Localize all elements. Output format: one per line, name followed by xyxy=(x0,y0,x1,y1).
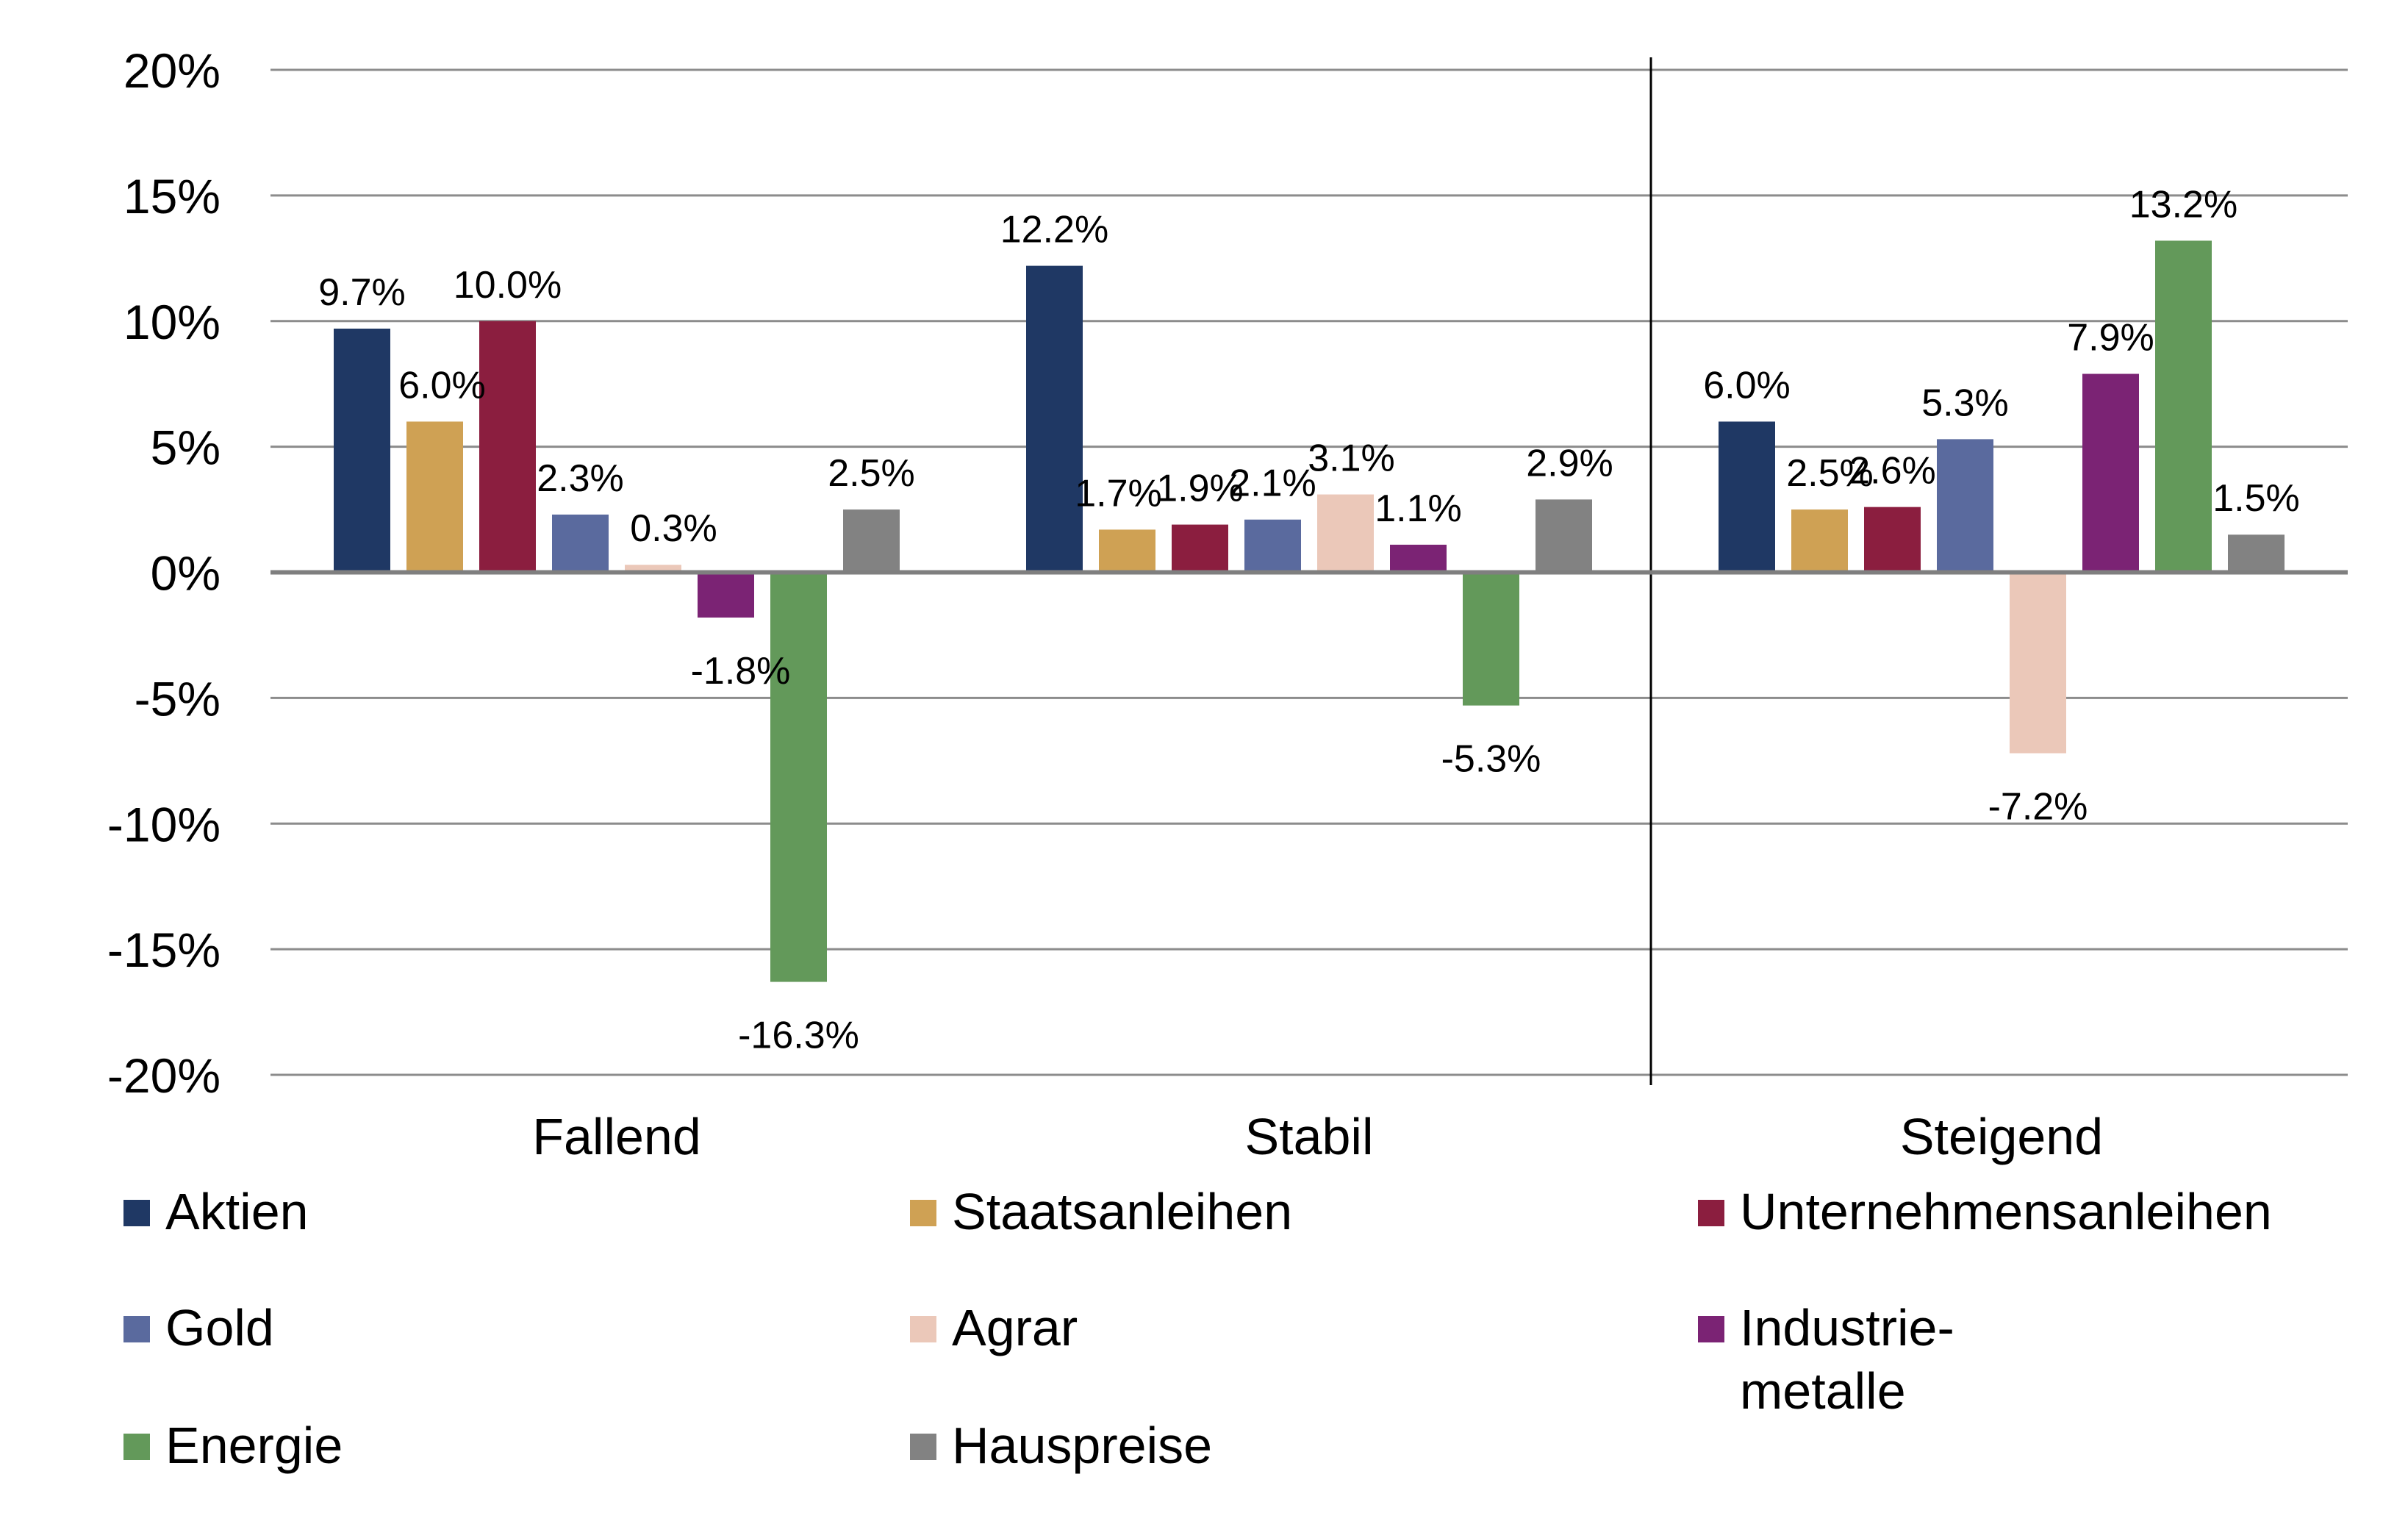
bar xyxy=(1791,509,1848,573)
data-label: 2.5% xyxy=(828,452,915,495)
legend-label: Aktien xyxy=(165,1183,309,1240)
legend-item: Agrar xyxy=(910,1299,1078,1356)
bar xyxy=(406,421,463,573)
legend-label: Industrie-metalle xyxy=(1740,1299,1954,1420)
legend-swatch xyxy=(910,1316,936,1342)
legend-item: Staatsanleihen xyxy=(910,1183,1292,1240)
legend-swatch xyxy=(910,1434,936,1460)
x-category-label: Fallend xyxy=(532,1108,701,1165)
data-label: 2.6% xyxy=(1849,450,1936,493)
legend-label: Hauspreise xyxy=(952,1417,1212,1474)
bar xyxy=(479,321,536,573)
legend-swatch xyxy=(123,1434,150,1460)
y-tick-label: 15% xyxy=(123,169,221,223)
bar xyxy=(698,572,754,618)
data-label: 6.0% xyxy=(398,364,486,407)
legend-label: Unternehmensanleihen xyxy=(1740,1183,2272,1240)
data-label: 12.2% xyxy=(1000,209,1108,251)
bar xyxy=(2010,572,2066,754)
data-label: 7.9% xyxy=(2067,317,2154,360)
y-tick-label: -15% xyxy=(107,923,221,977)
y-tick-label: -5% xyxy=(135,671,221,726)
bar xyxy=(1172,524,1228,573)
data-label: 1.7% xyxy=(1075,472,1162,515)
y-tick-label: 20% xyxy=(123,43,221,98)
y-tick-label: 0% xyxy=(151,546,221,601)
legend-item: Hauspreise xyxy=(910,1417,1212,1474)
legend-item: Industrie-metalle xyxy=(1698,1299,1954,1420)
bar xyxy=(1937,439,1993,573)
legend: Aktien Staatsanleihen Unternehmensanleihen… xyxy=(123,1183,2272,1474)
bar xyxy=(770,572,827,982)
legend-label: Staatsanleihen xyxy=(952,1183,1292,1240)
data-label: 0.3% xyxy=(630,507,717,550)
legend-swatch xyxy=(1698,1200,1724,1226)
bar xyxy=(334,329,390,573)
data-label: 2.1% xyxy=(1229,462,1316,505)
legend-item: Gold xyxy=(123,1299,274,1356)
data-label: 2.3% xyxy=(537,457,624,500)
bar xyxy=(1463,572,1519,706)
bar xyxy=(1099,529,1155,573)
legend-item: Energie xyxy=(123,1417,343,1474)
bar xyxy=(1026,265,1083,573)
data-label: 2.9% xyxy=(1526,442,1613,484)
bar xyxy=(1390,544,1447,573)
data-label: 9.7% xyxy=(318,271,406,314)
bar xyxy=(625,565,681,573)
y-tick-label: -10% xyxy=(107,797,221,851)
y-axis-tick-labels: 20% 15% 10% 5% 0% -5% -10% -15% -20% xyxy=(107,43,221,1103)
data-label: 3.1% xyxy=(1308,437,1395,480)
data-labels: 9.7% 6.0% 10.0% 2.3%0.3% -1.8% -16.3% 2.5% 12.2… xyxy=(318,183,2300,1056)
bar xyxy=(552,514,609,573)
legend-item: Aktien xyxy=(123,1183,309,1240)
data-label: 6.0% xyxy=(1703,364,1791,407)
y-tick-label: 5% xyxy=(151,421,221,475)
legend-item: Unternehmensanleihen xyxy=(1698,1183,2272,1240)
data-label: 1.5% xyxy=(2212,477,2300,520)
y-tick-label: 10% xyxy=(123,295,221,349)
bar xyxy=(2228,534,2285,573)
data-label: -16.3% xyxy=(738,1015,859,1057)
data-label: 1.1% xyxy=(1375,487,1462,530)
legend-label: Energie xyxy=(165,1417,343,1474)
data-label: 2.5% xyxy=(1786,452,1874,495)
legend-label: Agrar xyxy=(952,1299,1078,1356)
bar xyxy=(2082,373,2139,573)
bar xyxy=(1536,499,1592,573)
legend-label: Gold xyxy=(165,1299,274,1356)
bar xyxy=(1317,494,1374,573)
data-label: 1.9% xyxy=(1156,468,1244,510)
data-label: -1.8% xyxy=(691,650,791,693)
data-label: 5.3% xyxy=(1921,382,2009,424)
x-category-label: Steigend xyxy=(1900,1108,2103,1165)
bar xyxy=(2155,240,2212,573)
legend-swatch xyxy=(1698,1316,1724,1342)
legend-swatch xyxy=(123,1200,150,1226)
data-label: 13.2% xyxy=(2129,183,2237,226)
legend-swatch xyxy=(910,1200,936,1226)
bar xyxy=(1864,507,1921,573)
x-axis-category-labels: Fallend Stabil Steigend xyxy=(532,1108,2103,1165)
data-label: -7.2% xyxy=(1988,786,2088,829)
bar xyxy=(1244,519,1301,573)
bar xyxy=(843,509,900,573)
bars xyxy=(334,240,2285,982)
data-label: 10.0% xyxy=(454,264,562,307)
data-label: -5.3% xyxy=(1441,738,1541,781)
bar xyxy=(1719,421,1775,573)
legend-swatch xyxy=(123,1316,150,1342)
x-category-label: Stabil xyxy=(1244,1108,1373,1165)
y-tick-label: -20% xyxy=(107,1048,221,1103)
